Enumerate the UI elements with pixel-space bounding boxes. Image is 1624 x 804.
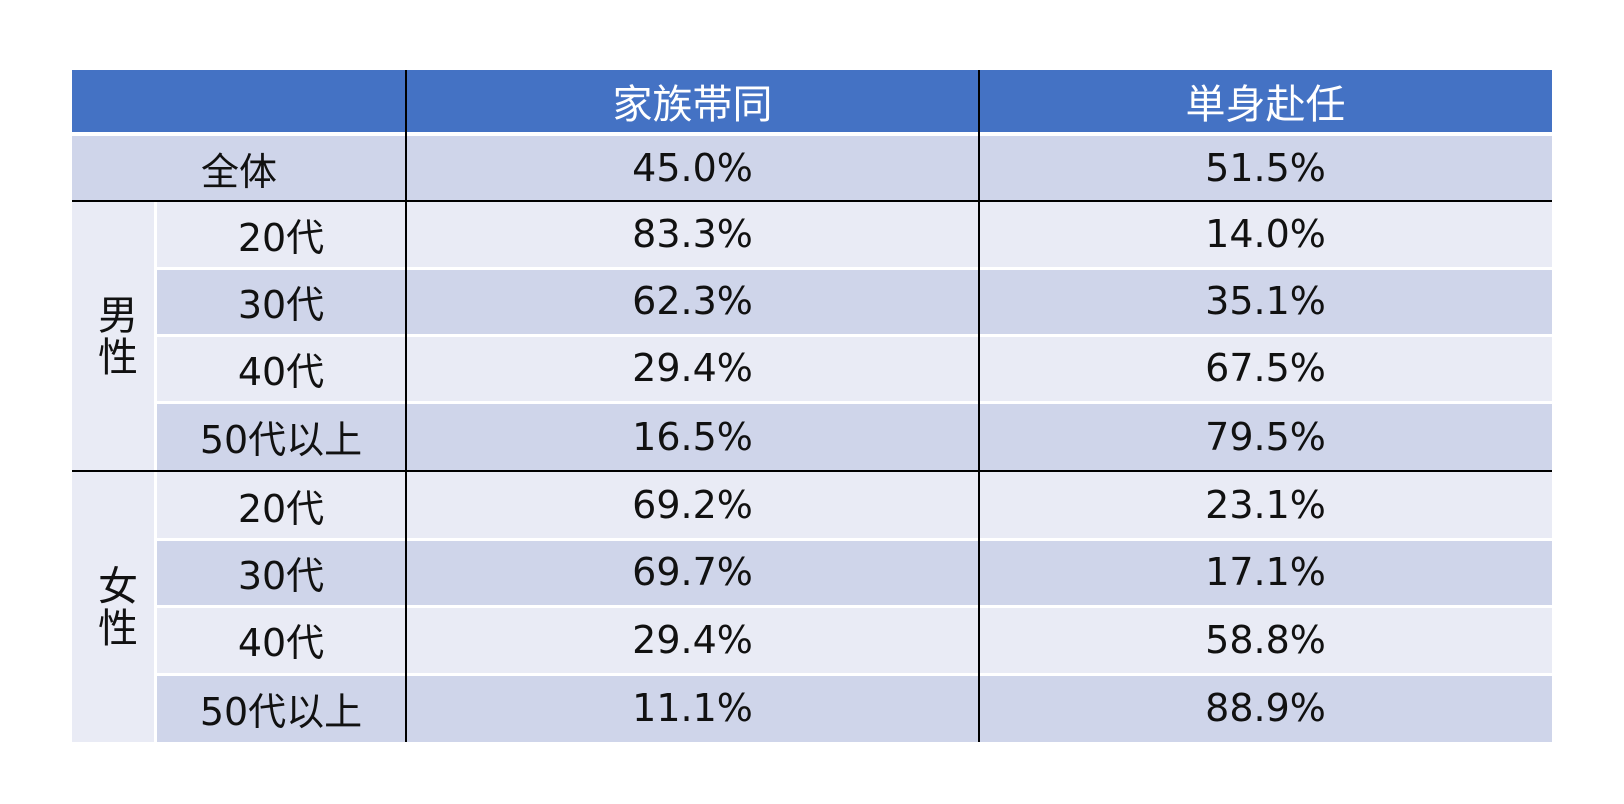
table-row: 20代 83.3% 14.0% [156,201,1552,267]
family-value: 69.7% [632,550,753,594]
table-row: 50代以上 16.5% 79.5% [156,403,1552,470]
table-row: 30代 62.3% 35.1% [156,268,1552,334]
family-value: 16.5% [632,414,753,459]
row-separator [156,267,1552,270]
age-label: 50代以上 [199,689,363,734]
column-divider [978,70,980,742]
header-single-assignment: 単身赴任 [1185,82,1346,128]
row-separator [156,673,1552,676]
group-divider [72,470,1552,472]
age-label: 20代 [237,486,325,531]
group-male-label-cell: 男性 [72,201,156,471]
single-value: 79.5% [1205,414,1326,459]
table-row: 50代以上 11.1% 88.9% [156,674,1552,742]
table-row: 20代 69.2% 23.1% [156,472,1552,538]
row-separator [156,334,1552,337]
group-female-label: 女性 [91,565,137,649]
family-value: 83.3% [632,212,753,256]
single-value: 88.9% [1205,686,1326,730]
table-row: 40代 29.4% 67.5% [156,335,1552,401]
header-blank-cell [72,70,406,132]
row-separator [156,538,1552,541]
group-divider [72,200,1552,202]
row-separator [156,605,1552,608]
family-value: 69.2% [632,483,753,527]
age-label: 40代 [237,349,325,394]
overall-label: 全体 [200,149,277,194]
group-male-label: 男性 [91,294,137,378]
family-value: 11.1% [632,686,753,730]
age-label: 40代 [237,621,325,665]
row-separator [156,401,1552,404]
row-separator [72,132,1552,136]
family-value: 29.4% [632,346,753,390]
single-value: 58.8% [1205,617,1326,662]
age-label: 30代 [237,282,325,327]
table-row: 40代 29.4% 58.8% [156,606,1552,673]
header-row: 家族帯同 単身赴任 [72,70,1552,132]
single-value: 14.0% [1205,212,1326,256]
family-value: 62.3% [632,279,753,323]
age-label: 30代 [237,553,325,598]
table-row: 30代 69.7% 17.1% [156,539,1552,605]
age-label: 20代 [237,215,325,260]
group-female-label-cell: 女性 [72,472,156,742]
age-label: 50代以上 [199,418,363,462]
header-family-accompanied: 家族帯同 [612,82,773,128]
overall-family-value: 45.0% [632,146,753,190]
single-value: 23.1% [1205,483,1326,527]
overall-row: 全体 45.0% 51.5% [72,136,1552,200]
column-divider [405,70,407,742]
single-value: 67.5% [1205,346,1326,390]
single-value: 17.1% [1205,550,1326,594]
single-value: 35.1% [1205,279,1326,323]
family-value: 29.4% [632,617,753,662]
overall-single-value: 51.5% [1205,146,1326,190]
